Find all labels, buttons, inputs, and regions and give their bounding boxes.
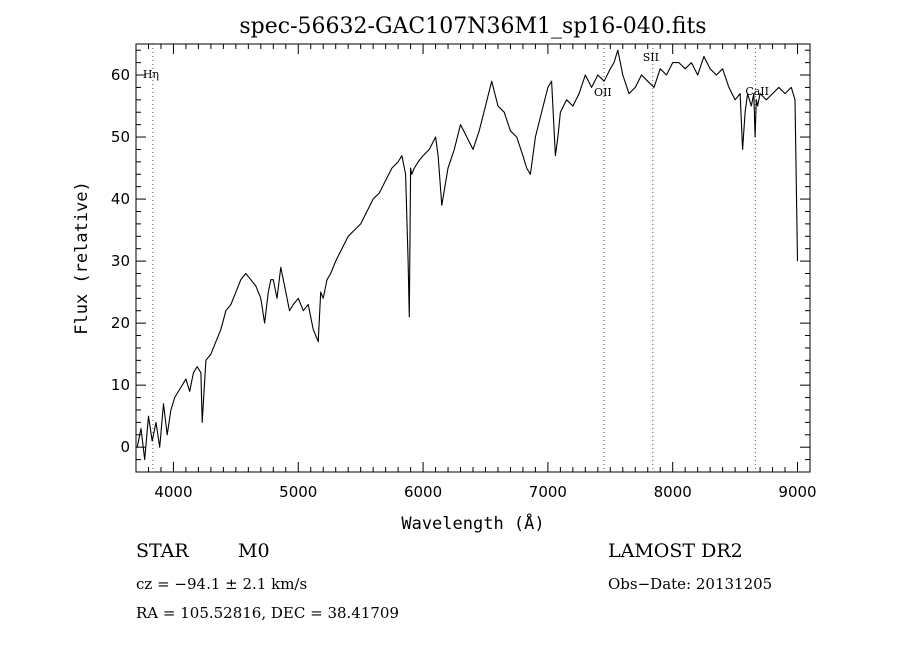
spectral-line-label: Hη: [143, 68, 159, 81]
y-tick-label: 0: [120, 438, 130, 456]
axis-ticks: [136, 44, 810, 472]
redshift-velocity: cz = −94.1 ± 2.1 km/s: [136, 575, 308, 593]
spectral-line-label: SII: [643, 51, 659, 64]
y-axis-label: Flux (relative): [72, 181, 92, 335]
x-tick-label: 6000: [404, 483, 442, 501]
y-tick-label: 20: [111, 314, 130, 332]
object-subclass: M0: [238, 540, 270, 562]
y-tick-label: 50: [111, 128, 130, 146]
x-tick-label: 9000: [778, 483, 816, 501]
y-tick-label: 60: [111, 66, 130, 84]
object-class: STAR: [136, 540, 189, 562]
x-tick-label: 4000: [154, 483, 192, 501]
x-tick-label: 5000: [279, 483, 317, 501]
tick-labels: 4000 5000 6000 7000 8000 9000 0 10 20 30 40 50 60: [111, 66, 817, 501]
coordinates: RA = 105.52816, DEC = 38.41709: [136, 604, 400, 622]
plot-area: Hη OII SII CaII: [135, 43, 811, 473]
y-tick-label: 10: [111, 376, 130, 394]
x-tick-label: 7000: [529, 483, 567, 501]
x-axis-label: Wavelength (Å): [401, 512, 544, 534]
spectrum-line: [136, 49, 799, 461]
observation-date: Obs−Date: 20131205: [608, 575, 773, 593]
x-tick-label: 8000: [654, 483, 692, 501]
y-tick-label: 30: [111, 252, 130, 270]
y-tick-label: 40: [111, 190, 130, 208]
spectral-line-label: OII: [594, 86, 612, 99]
plot-frame: [135, 43, 811, 473]
spectral-line-label: CaII: [745, 85, 769, 98]
chart-title: spec-56632-GAC107N36M1_sp16-040.fits: [239, 14, 706, 39]
survey-name: LAMOST DR2: [608, 540, 743, 562]
